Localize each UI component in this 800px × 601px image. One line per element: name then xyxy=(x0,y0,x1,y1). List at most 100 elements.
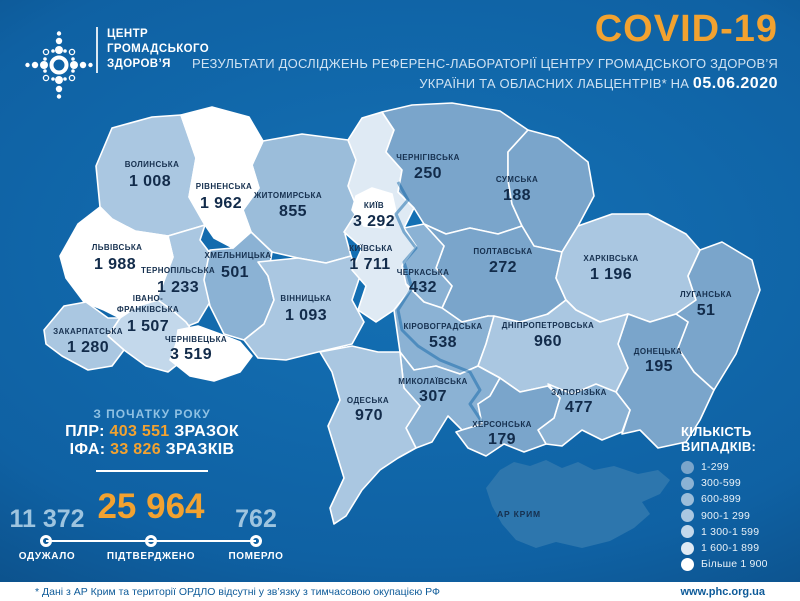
region-label-khmelnytskyi: ХМЕЛЬНИЦЬКА xyxy=(205,251,272,260)
legend-item: 1 600-1 899 xyxy=(681,540,768,556)
footer-bar: * Дані з АР Крим та території ОРДЛО відс… xyxy=(0,582,800,601)
region-label-zakarpattia: ЗАКАРПАТСЬКА xyxy=(53,327,123,336)
stats-divider xyxy=(96,470,208,472)
brand-text: ЦЕНТР ГРОМАДСЬКОГО ЗДОРОВ’Я xyxy=(107,27,209,72)
timeline-dot-confirmed xyxy=(145,535,157,547)
legend-swatch xyxy=(681,557,694,571)
legend-swatch xyxy=(681,525,694,539)
region-label-zhytomyr: ЖИТОМИРСЬКА xyxy=(253,191,322,200)
legend-swatch xyxy=(681,541,694,555)
report-date: 05.06.2020 xyxy=(692,75,778,92)
since-year-label: З ПОЧАТКУ РОКУ xyxy=(93,407,211,421)
ifa-label: ІФА: xyxy=(69,441,106,458)
pcr-samples-line: ПЛР: 403 551 ЗРАЗОК xyxy=(12,423,292,441)
legend-item-label: 1-299 xyxy=(701,461,729,474)
region-label-volyn: ВОЛИНСЬКА xyxy=(125,160,180,169)
region-label-rivne: РІВНЕНСЬКА xyxy=(196,182,252,191)
legend-item-label: 600-899 xyxy=(701,493,741,506)
region-kherson xyxy=(455,377,561,457)
region-value-kyiv_city: 3 292 xyxy=(353,213,395,230)
legend-swatch xyxy=(681,460,694,474)
region-value-zhytomyr: 855 xyxy=(279,203,307,220)
pcr-value: 403 551 xyxy=(109,423,170,440)
region-value-ivano: 1 507 xyxy=(127,318,169,335)
legend-item-label: 900-1 299 xyxy=(701,509,751,522)
legend: КІЛЬКІСТЬ ВИПАДКІВ: 1-299 300-599 600-89… xyxy=(681,424,768,572)
region-value-donetsk: 195 xyxy=(645,358,673,375)
region-label-ivano: ФРАНКІВСЬКА xyxy=(117,305,179,314)
legend-swatch xyxy=(681,492,694,506)
region-kyiv_city xyxy=(351,187,397,229)
region-value-khmelnytskyi: 501 xyxy=(221,264,249,281)
died-count: 762 xyxy=(235,505,277,533)
legend-item: 1-299 xyxy=(681,459,768,475)
brand-line-2: ГРОМАДСЬКОГО xyxy=(107,43,210,55)
legend-item: 600-899 xyxy=(681,491,768,507)
region-value-kherson: 179 xyxy=(488,431,516,448)
legend-item-label: Більше 1 900 xyxy=(701,558,768,571)
pcr-unit: ЗРАЗОК xyxy=(174,423,239,440)
region-label-poltava: ПОЛТАВСЬКА xyxy=(473,247,532,256)
subtitle-line-1: РЕЗУЛЬТАТИ ДОСЛІДЖЕНЬ РЕФЕРЕНС-ЛАБОРАТОР… xyxy=(192,56,778,71)
region-label-donetsk: ДОНЕЦЬКА xyxy=(634,347,683,356)
region-label-luhansk: ЛУГАНСЬКА xyxy=(680,290,732,299)
ifa-unit: ЗРАЗКІВ xyxy=(165,441,235,458)
legend-item: Більше 1 900 xyxy=(681,556,768,572)
timeline-dot-died xyxy=(250,535,262,547)
region-label-kirovohrad: КІРОВОГРАДСЬКА xyxy=(403,322,482,331)
region-label-kharkiv: ХАРКІВСЬКА xyxy=(583,254,638,263)
recovered-label: ОДУЖАЛО xyxy=(18,551,76,562)
region-value-zakarpattia: 1 280 xyxy=(67,339,109,356)
legend-item: 300-599 xyxy=(681,475,768,491)
region-zakarpattia xyxy=(43,301,125,371)
subtitle-line-2-text: УКРАЇНИ ТА ОБЛАСНИХ ЛАБЦЕНТРІВ* НА xyxy=(419,76,693,91)
region-crimea xyxy=(486,460,670,548)
pcr-label: ПЛР: xyxy=(65,423,105,440)
brand-line-1: ЦЕНТР xyxy=(107,28,149,40)
region-value-dnipro: 960 xyxy=(534,333,562,350)
region-value-kirovohrad: 538 xyxy=(429,334,457,351)
confirmed-label: ПІДТВЕРДЖЕНО xyxy=(106,551,196,562)
footer-website: www.phc.org.ua xyxy=(680,585,765,598)
recovered-count: 11 372 xyxy=(9,505,85,533)
confirmed-count: 25 964 xyxy=(97,487,205,526)
region-value-sumy: 188 xyxy=(503,187,531,204)
region-label-kyivska: КИЇВСЬКА xyxy=(349,244,393,253)
legend-title-line-1: КІЛЬКІСТЬ xyxy=(681,424,752,439)
region-value-kyivska: 1 711 xyxy=(349,256,390,273)
region-odesa xyxy=(319,345,421,525)
region-rivne xyxy=(180,106,264,249)
legend-title: КІЛЬКІСТЬ ВИПАДКІВ: xyxy=(681,424,768,454)
region-label-crimea: АР КРИМ xyxy=(497,509,541,519)
footer-note: * Дані з АР Крим та території ОРДЛО відс… xyxy=(35,585,440,598)
ifa-value: 33 826 xyxy=(110,441,161,458)
region-value-kharkiv: 1 196 xyxy=(590,266,632,283)
region-value-chernivtsi: 3 519 xyxy=(170,346,212,363)
legend-item: 1 300-1 599 xyxy=(681,524,768,540)
region-value-rivne: 1 962 xyxy=(200,195,242,212)
region-value-mykolaiv: 307 xyxy=(419,388,447,405)
region-value-volyn: 1 008 xyxy=(129,173,171,190)
brand-line-3: ЗДОРОВ’Я xyxy=(107,58,171,70)
region-value-ternopil: 1 233 xyxy=(157,279,199,296)
legend-swatch xyxy=(681,476,694,490)
region-label-cherkasy: ЧЕРКАСЬКА xyxy=(397,268,450,277)
region-value-vinnytsia: 1 093 xyxy=(285,307,327,324)
dnieper-river xyxy=(394,181,484,423)
region-value-odesa: 970 xyxy=(355,407,383,424)
region-label-vinnytsia: ВІННИЦЬКА xyxy=(280,294,331,303)
subtitle-line-2: УКРАЇНИ ТА ОБЛАСНИХ ЛАБЦЕНТРІВ* НА 05.06… xyxy=(419,75,778,93)
brand-divider xyxy=(96,27,98,73)
region-label-sumy: СУМСЬКА xyxy=(496,175,538,184)
region-label-ivano: ІВАНО- xyxy=(133,294,163,303)
legend-item: 900-1 299 xyxy=(681,508,768,524)
region-label-kherson: ХЕРСОНСЬКА xyxy=(472,420,532,429)
region-chernivtsi xyxy=(169,325,253,382)
region-vinnytsia xyxy=(243,255,365,361)
region-label-mykolaiv: МИКОЛАЇВСЬКА xyxy=(398,377,467,386)
legend-item-label: 1 600-1 899 xyxy=(701,542,760,555)
ifa-samples-line: ІФА: 33 826 ЗРАЗКІВ xyxy=(12,441,292,459)
region-value-zaporizhzhia: 477 xyxy=(565,399,593,416)
